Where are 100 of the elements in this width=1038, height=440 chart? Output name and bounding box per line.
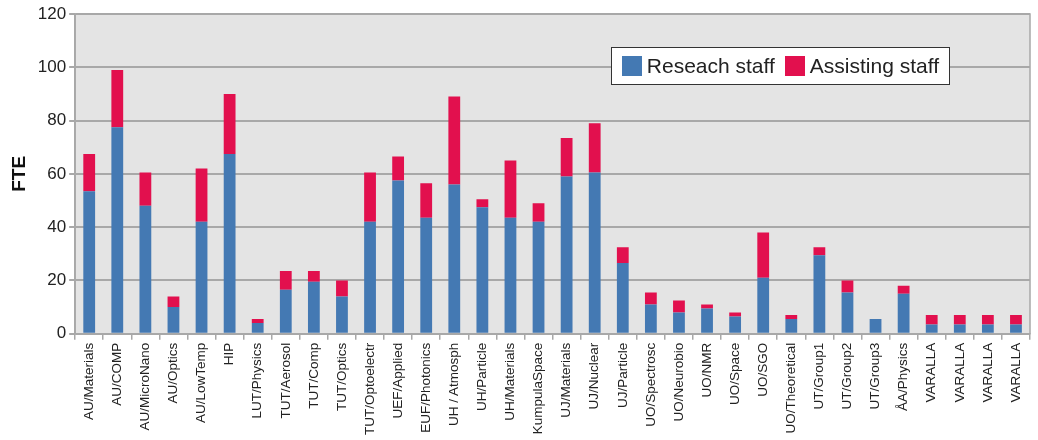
x-tick-label: UO/Spectrosc [642, 342, 658, 427]
bar [644, 304, 657, 333]
bar [1010, 324, 1022, 333]
bar [841, 292, 854, 333]
y-axis-title: FTE [7, 155, 29, 192]
x-tick-label: AU/MicroNano [137, 342, 153, 431]
bar [448, 96, 461, 185]
x-tick-label: AU/COMP [109, 342, 125, 406]
y-tick-label: 100 [37, 56, 67, 76]
x-tick-label: LUT/Physics [249, 342, 265, 419]
x-tick-label: VARALLA [923, 342, 939, 403]
bar [504, 217, 517, 333]
bar [336, 296, 348, 333]
x-tick-label: UO/Neurobio [670, 342, 686, 422]
bar [139, 172, 152, 206]
bar [588, 123, 601, 173]
bar [925, 324, 938, 333]
bar [981, 315, 994, 325]
x-tick-label: AU/Materials [80, 342, 96, 421]
x-tick-label: AU/LowTemp [193, 342, 209, 424]
bar [251, 319, 264, 324]
x-tick-label: EUF/Photonics [417, 342, 433, 433]
bar [420, 183, 433, 218]
bar [701, 308, 713, 333]
bar [139, 205, 152, 333]
bar [841, 280, 854, 293]
bar [111, 127, 124, 333]
bar [504, 160, 517, 218]
x-tick-label: KumpulaSpace [530, 342, 546, 435]
bar [307, 271, 320, 282]
bar [953, 315, 966, 325]
bar [392, 156, 405, 181]
x-tick-label: UO/NMR [698, 342, 714, 398]
bar [616, 247, 629, 264]
bar [448, 184, 461, 333]
x-tick-label: UT/Group2 [839, 342, 855, 410]
bar [532, 203, 545, 222]
bar [223, 153, 236, 333]
bar [560, 176, 573, 333]
bar [83, 153, 96, 192]
bar [813, 247, 826, 256]
bar [981, 324, 994, 333]
bar [336, 280, 348, 297]
bar [925, 315, 938, 325]
bar [364, 221, 376, 333]
x-tick-label: HIP [221, 342, 237, 366]
bar [813, 255, 826, 333]
bar [364, 172, 376, 222]
bar [616, 263, 629, 333]
bar [195, 168, 208, 222]
legend-label: Reseach staff [646, 54, 775, 78]
bar [673, 300, 685, 313]
y-tick-label: 40 [47, 216, 67, 236]
y-tick-label: 0 [56, 323, 67, 343]
x-tick-label: TUT/Comp [305, 342, 321, 409]
bar [167, 296, 180, 308]
x-tick-label: UH/Particle [474, 342, 490, 411]
bar [897, 293, 910, 333]
bar [1010, 315, 1022, 325]
x-tick-label: AU/Optics [165, 342, 181, 404]
bar [785, 315, 798, 320]
x-tick-label: UEF/Applied [389, 342, 405, 419]
bar [307, 281, 320, 333]
x-tick-label: UJ/Nuclear [586, 342, 602, 410]
bar [532, 221, 545, 333]
x-tick-label: UT/Group1 [811, 342, 827, 410]
bar [757, 277, 770, 333]
x-tick-label: TUT/Optics [333, 342, 349, 411]
bar [729, 312, 742, 317]
bar [420, 217, 433, 333]
bar [729, 316, 742, 333]
x-tick-label: UO/Space [726, 342, 742, 406]
bar [953, 324, 966, 333]
bar [111, 69, 124, 128]
bar [167, 307, 180, 333]
x-tick-label: UO/Theoretical [783, 342, 799, 434]
x-tick-label: VARALLA [951, 342, 967, 403]
x-tick-label: VARALLA [1007, 342, 1023, 403]
y-tick-label: 80 [47, 110, 67, 130]
x-tick-label: UH / Atmosph [446, 342, 462, 427]
bar [897, 285, 910, 294]
bar [785, 319, 798, 333]
x-tick-label: UH/Materials [502, 342, 518, 421]
x-tick-label: VARALLA [979, 342, 995, 403]
bar [279, 271, 292, 290]
bar [757, 232, 770, 278]
bar [83, 191, 96, 333]
bar [223, 93, 236, 154]
bar [195, 221, 208, 333]
bar [701, 304, 713, 309]
x-tick-label: ÅA/Physics [895, 342, 911, 412]
legend-label: Assisting staff [809, 54, 939, 78]
bar [476, 207, 489, 333]
x-tick-label: TUT/Optoelectr [361, 342, 377, 436]
bar [588, 172, 601, 333]
x-tick-label: UO/SGO [754, 342, 770, 397]
y-tick-label: 120 [37, 3, 67, 23]
bar [279, 289, 292, 333]
bar [476, 199, 489, 208]
bar [869, 319, 882, 333]
